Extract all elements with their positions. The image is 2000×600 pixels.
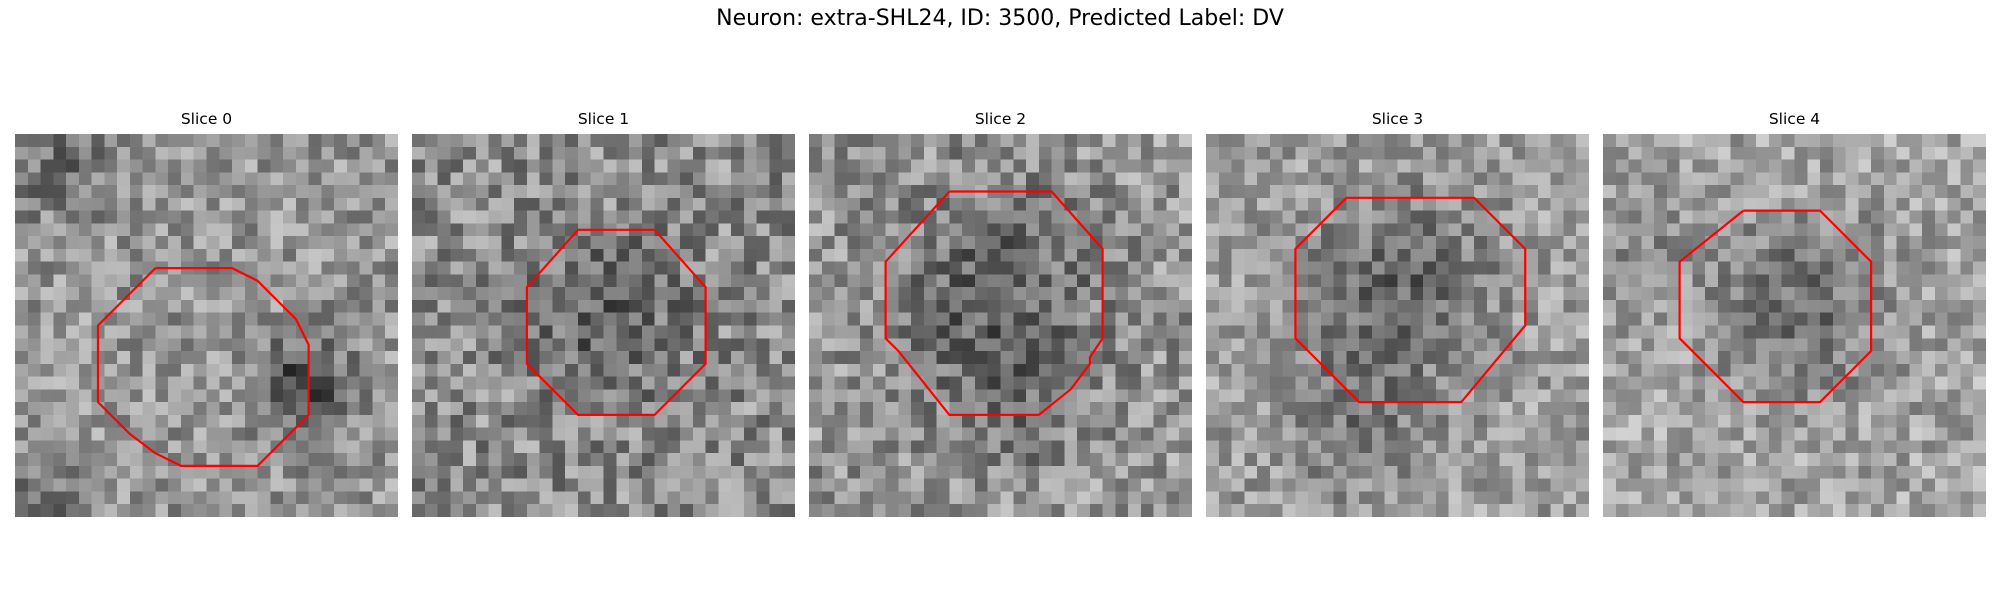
grayscale-patch-svg bbox=[1603, 134, 1986, 517]
neuron-contour-outline bbox=[1678, 209, 1873, 404]
neuron-contour-outline bbox=[525, 228, 707, 416]
neuron-contour-outline bbox=[884, 190, 1104, 416]
slice-image-1 bbox=[412, 134, 795, 517]
neuron-contour-outline bbox=[96, 267, 310, 467]
slice-title-0: Slice 0 bbox=[180, 110, 233, 128]
pixel-grid bbox=[1206, 134, 1589, 517]
slice-title-1: Slice 1 bbox=[577, 110, 630, 128]
grayscale-patch-svg bbox=[809, 134, 1192, 517]
pixel-grid bbox=[809, 134, 1192, 517]
neuron-contour-outline bbox=[1294, 196, 1527, 404]
figure-title: Neuron: extra-SHL24, ID: 3500, Predicted… bbox=[716, 6, 1284, 31]
grayscale-patch-svg bbox=[412, 134, 795, 517]
slice-image-0 bbox=[15, 134, 398, 517]
grayscale-patch-svg bbox=[1206, 134, 1589, 517]
slice-title-2: Slice 2 bbox=[974, 110, 1027, 128]
pixel-grid bbox=[1603, 134, 1986, 517]
pixel-grid bbox=[15, 134, 398, 517]
slice-title-3: Slice 3 bbox=[1371, 110, 1424, 128]
grayscale-patch-svg bbox=[15, 134, 398, 517]
slice-image-2 bbox=[809, 134, 1192, 517]
slice-title-4: Slice 4 bbox=[1768, 110, 1821, 128]
slice-image-3 bbox=[1206, 134, 1589, 517]
pixel-grid bbox=[412, 134, 795, 517]
slice-image-4 bbox=[1603, 134, 1986, 517]
